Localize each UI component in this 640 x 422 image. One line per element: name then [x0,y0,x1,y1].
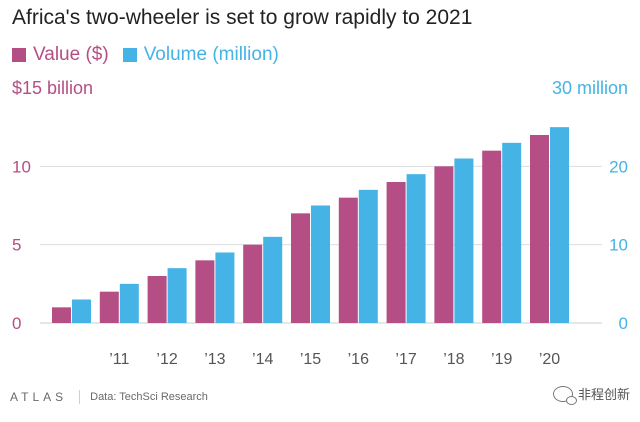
atlas-logo: ATLAS [10,390,81,404]
x-tick-label: ’19 [491,351,512,368]
bar-volume-5 [311,205,330,323]
bar-volume-3 [215,252,235,323]
bar-value-10 [530,135,549,323]
x-tick-label: ’13 [204,351,225,368]
bar-volume-9 [502,142,522,323]
right-tick-label: 0 [619,314,628,333]
legend: Value ($) Volume (million) [12,44,293,66]
source-note: Data: TechSci Research [90,391,208,403]
x-tick-label: ’18 [443,351,464,368]
bar-value-0 [52,307,71,323]
bar-volume-10 [550,127,569,324]
chart-title: Africa's two-wheeler is set to grow rapi… [12,6,473,29]
legend-label-value: Value ($) [33,44,109,65]
bar-volume-6 [358,189,378,323]
x-tick-label: ’17 [395,351,416,368]
bar-value-7 [386,182,406,323]
x-tick-label: ’12 [156,351,177,368]
footer: ATLAS Data: TechSci Research [10,390,208,404]
legend-swatch-volume [122,48,137,62]
bar-value-3 [195,260,215,323]
x-tick-label: ’11 [109,351,129,368]
left-tick-label: 5 [12,236,21,255]
bar-volume-0 [72,299,91,323]
bar-volume-1 [119,283,139,323]
bar-chart: ’11 ’12 ’13 ’14 ’15 ’16 ’17 ’18 ’19 ’20 0 5 10 $15 bi… [12,78,628,368]
bar-volume-7 [406,174,426,323]
legend-item-value: Value ($) [12,44,109,66]
left-tick-label: 10 [12,157,31,176]
right-tick-label: 20 [609,157,628,176]
bar-value-8 [434,166,454,323]
bar-value-2 [147,276,167,323]
bar-volume-4 [263,236,283,323]
legend-swatch-value [12,48,26,62]
bar-value-1 [99,291,119,323]
right-tick-label: 10 [609,236,628,255]
legend-item-volume: Volume (million) [122,44,279,66]
watermark-text: 非程创新 [577,387,630,402]
bar-volume-2 [167,268,187,323]
bar-value-4 [243,244,263,323]
bar-volume-8 [454,158,474,323]
x-tick-label: ’16 [348,351,369,368]
right-axis-top-label: 30 million [552,78,628,98]
wechat-icon [552,385,577,405]
left-tick-label: 0 [12,314,21,333]
legend-label-volume: Volume (million) [143,44,279,65]
left-axis-top-label: $15 billion [12,78,93,98]
watermark: 非程创新 [552,384,630,405]
bar-value-5 [291,213,310,323]
x-tick-label: ’20 [539,351,560,368]
bar-value-6 [338,197,358,323]
x-tick-label: ’15 [300,351,321,368]
bar-value-9 [482,150,502,323]
x-tick-label: ’14 [252,351,273,368]
